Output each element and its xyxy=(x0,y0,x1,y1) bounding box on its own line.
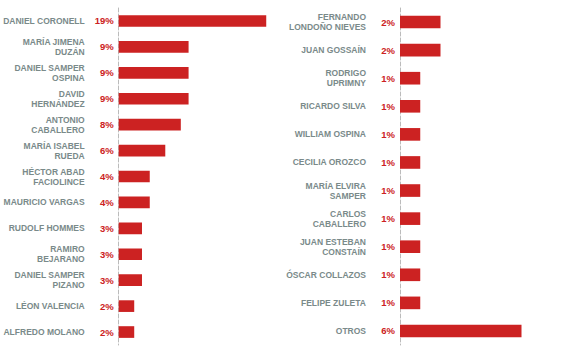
svg-text:1%: 1% xyxy=(381,241,395,252)
svg-text:ALFREDO MOLANO: ALFREDO MOLANO xyxy=(3,327,85,337)
svg-text:3%: 3% xyxy=(100,249,114,260)
svg-text:6%: 6% xyxy=(100,145,114,156)
svg-text:JUAN ESTEBAN: JUAN ESTEBAN xyxy=(300,237,366,247)
svg-text:MAURICIO VARGAS: MAURICIO VARGAS xyxy=(4,197,85,207)
svg-text:CABALLERO: CABALLERO xyxy=(313,219,367,229)
svg-text:HÉCTOR ABAD: HÉCTOR ABAD xyxy=(22,167,84,177)
svg-text:2%: 2% xyxy=(381,17,395,28)
svg-text:DANIEL SAMPER: DANIEL SAMPER xyxy=(14,63,84,73)
svg-text:9%: 9% xyxy=(100,93,114,104)
svg-text:WILLIAM OSPINA: WILLIAM OSPINA xyxy=(295,129,366,139)
svg-text:DANIEL SAMPER: DANIEL SAMPER xyxy=(14,270,84,280)
svg-text:9%: 9% xyxy=(100,67,114,78)
svg-text:PIZANO: PIZANO xyxy=(53,280,86,290)
svg-text:SAMPER: SAMPER xyxy=(330,191,366,201)
svg-text:CABALLERO: CABALLERO xyxy=(31,125,85,135)
svg-text:OTROS: OTROS xyxy=(336,326,367,336)
svg-text:DANIEL CORONELL: DANIEL CORONELL xyxy=(3,16,85,26)
svg-text:2%: 2% xyxy=(100,327,114,338)
svg-text:1%: 1% xyxy=(381,157,395,168)
svg-text:19%: 19% xyxy=(95,15,115,26)
svg-text:8%: 8% xyxy=(100,119,114,130)
svg-text:MARÍA ELVIRA: MARÍA ELVIRA xyxy=(306,181,366,191)
svg-text:FELIPE ZULETA: FELIPE ZULETA xyxy=(301,298,366,308)
svg-text:2%: 2% xyxy=(381,45,395,56)
svg-text:CONSTAÍN: CONSTAÍN xyxy=(322,247,366,257)
svg-text:4%: 4% xyxy=(100,197,114,208)
svg-text:1%: 1% xyxy=(381,213,395,224)
svg-text:RODRIGO: RODRIGO xyxy=(325,68,366,78)
svg-text:FERNANDO: FERNANDO xyxy=(318,12,367,22)
svg-text:1%: 1% xyxy=(381,129,395,140)
svg-text:HERNÁNDEZ: HERNÁNDEZ xyxy=(31,99,84,109)
svg-text:1%: 1% xyxy=(381,269,395,280)
svg-text:6%: 6% xyxy=(381,325,395,336)
svg-text:BEJARANO: BEJARANO xyxy=(37,254,85,264)
svg-text:CARLOS: CARLOS xyxy=(330,209,366,219)
svg-text:DAVID: DAVID xyxy=(59,89,85,99)
svg-text:3%: 3% xyxy=(100,275,114,286)
svg-text:FACIOLINCE: FACIOLINCE xyxy=(33,177,85,187)
svg-text:1%: 1% xyxy=(381,73,395,84)
svg-text:UPRIMNY: UPRIMNY xyxy=(327,78,367,88)
svg-text:OSPINA: OSPINA xyxy=(52,73,85,83)
svg-text:RICARDO SILVA: RICARDO SILVA xyxy=(300,101,366,111)
svg-text:DUZÁN: DUZÁN xyxy=(55,47,85,57)
svg-text:ÓSCAR COLLAZOS: ÓSCAR COLLAZOS xyxy=(286,269,366,280)
svg-text:ANTONIO: ANTONIO xyxy=(46,115,85,125)
svg-text:CECILIA OROZCO: CECILIA OROZCO xyxy=(293,157,367,167)
svg-text:9%: 9% xyxy=(100,41,114,52)
svg-text:1%: 1% xyxy=(381,297,395,308)
svg-text:JUAN GOSSAÍN: JUAN GOSSAÍN xyxy=(301,45,366,55)
svg-text:LÉON VALENCIA: LÉON VALENCIA xyxy=(16,301,85,311)
svg-text:MARÍA JIMENA: MARÍA JIMENA xyxy=(23,37,85,47)
svg-text:RAMIRO: RAMIRO xyxy=(50,244,85,254)
svg-text:RUDOLF HOMMES: RUDOLF HOMMES xyxy=(9,223,85,233)
svg-text:1%: 1% xyxy=(381,101,395,112)
svg-text:3%: 3% xyxy=(100,223,114,234)
svg-text:LONDOÑO NIEVES: LONDOÑO NIEVES xyxy=(289,22,366,32)
svg-text:RUEDA: RUEDA xyxy=(54,151,84,161)
svg-text:4%: 4% xyxy=(100,171,114,182)
svg-text:MARÍA ISABEL: MARÍA ISABEL xyxy=(24,141,85,151)
svg-text:1%: 1% xyxy=(381,185,395,196)
svg-text:2%: 2% xyxy=(100,301,114,312)
